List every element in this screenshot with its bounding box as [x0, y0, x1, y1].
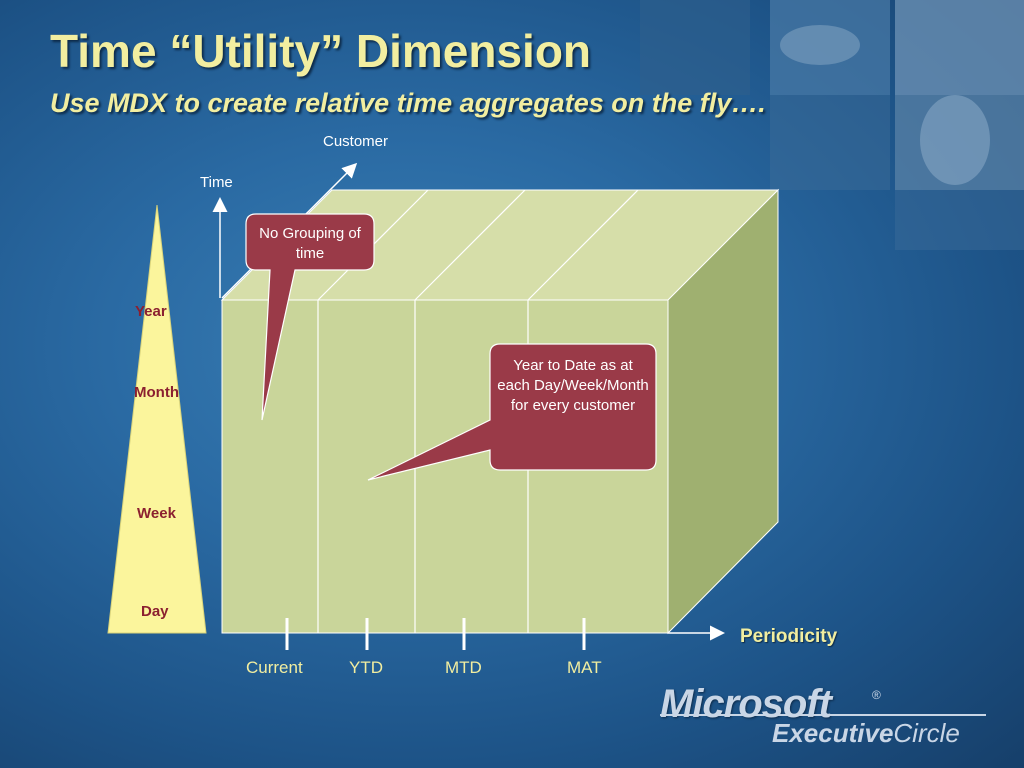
slide-subtitle: Use MDX to create relative time aggregat…: [50, 88, 766, 118]
time-axis-label: Time: [200, 174, 233, 191]
slide-title: Time “Utility” Dimension: [50, 25, 592, 77]
eye-image: [780, 25, 860, 65]
hierarchy-pyramid: [107, 204, 207, 634]
logo-rule: [660, 714, 986, 716]
callout-no-grouping-text: No Grouping of time: [259, 225, 361, 262]
logo-registered: ®: [872, 688, 881, 702]
level-month: Month: [134, 384, 179, 401]
callout-no-grouping: [245, 213, 375, 421]
level-week: Week: [137, 505, 176, 522]
callout-ytd-text: Year to Date as at each Day/Week/Month f…: [497, 357, 649, 414]
logo-tagline: ExecutiveCircle: [772, 718, 960, 748]
level-year: Year: [135, 303, 167, 320]
logo-brand: Microsoft: [660, 682, 832, 726]
column-label-current: Current: [246, 658, 303, 677]
microsoft-executive-circle-logo: Microsoft ® ExecutiveCircle: [660, 682, 986, 748]
decorative-tiles: [640, 0, 1024, 250]
periodicity-axis-label: Periodicity: [740, 626, 838, 647]
ear-image: [920, 95, 990, 185]
cube-diagram: [107, 162, 778, 641]
level-day: Day: [141, 603, 169, 620]
callout-ytd: [367, 343, 657, 481]
customer-axis-label: Customer: [323, 133, 389, 150]
column-label-mat: MAT: [567, 658, 602, 677]
column-label-ytd: YTD: [349, 658, 383, 677]
column-label-mtd: MTD: [445, 658, 482, 677]
